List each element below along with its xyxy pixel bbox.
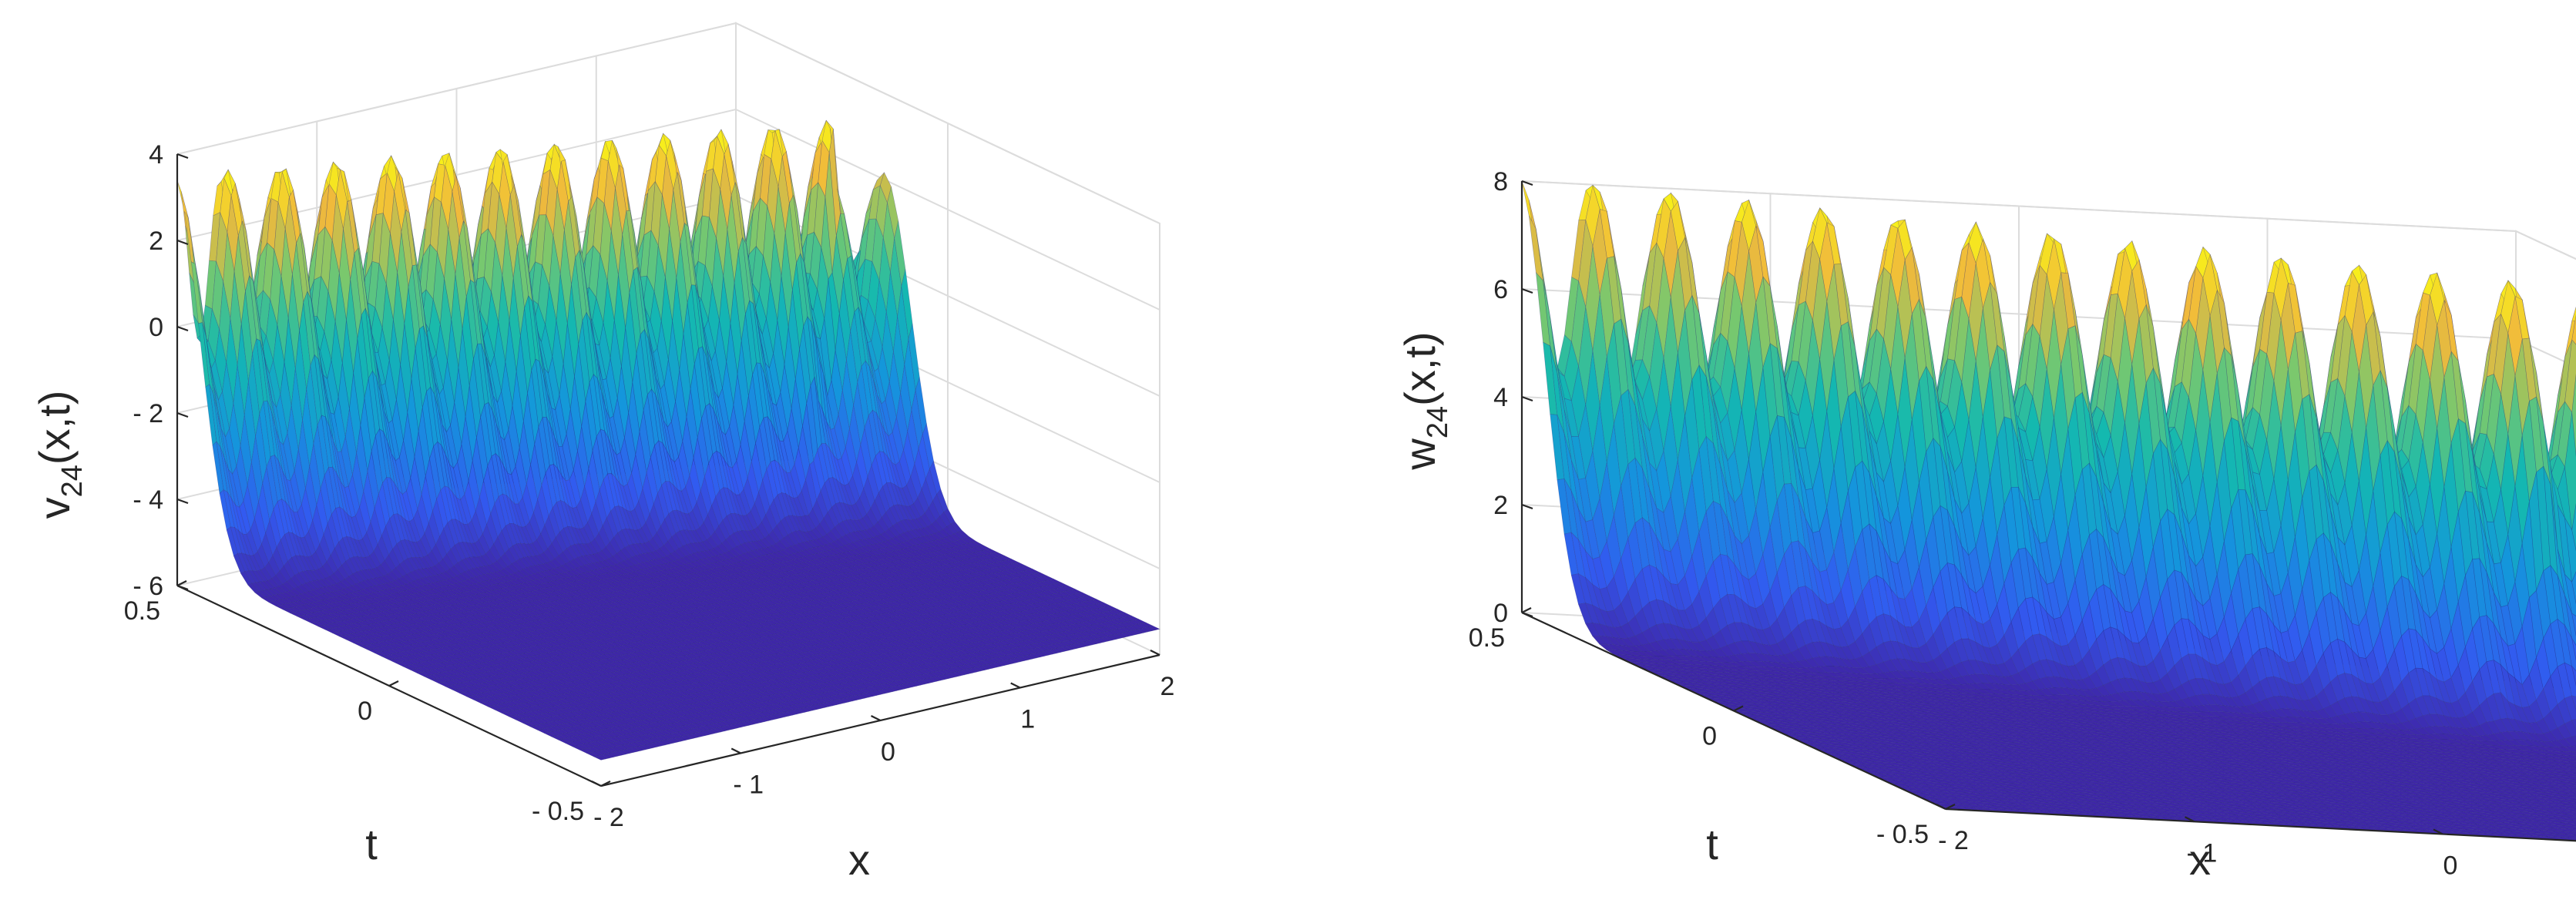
surface-v24 bbox=[176, 119, 1160, 761]
